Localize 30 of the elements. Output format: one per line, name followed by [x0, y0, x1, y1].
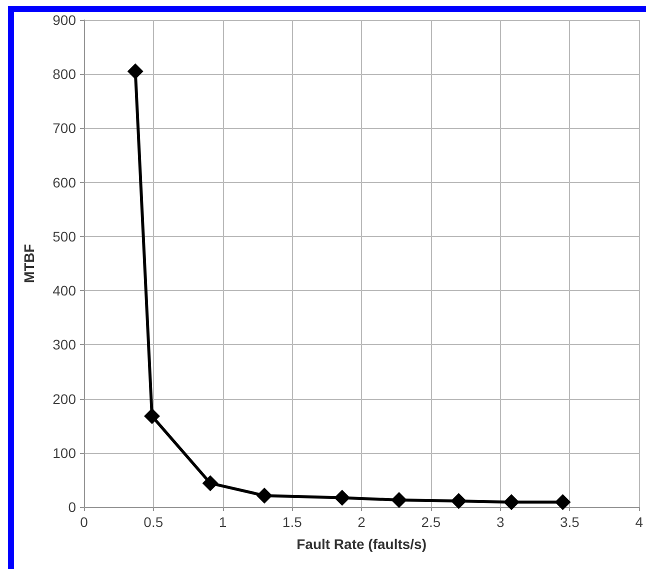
y-tick-label: 500: [52, 228, 76, 244]
y-axis-title: MTBF: [21, 244, 37, 283]
point: [391, 492, 408, 508]
point: [334, 490, 350, 506]
x-axis-title: Fault Rate (faults/s): [296, 536, 427, 552]
point: [144, 408, 160, 424]
point: [127, 63, 144, 80]
y-tick-label: 200: [52, 390, 76, 407]
x-tick-label: 1.5: [282, 514, 302, 530]
x-tick-label: 4: [635, 514, 644, 530]
x-tick-label: 1: [218, 514, 227, 530]
y-tick-label: 900: [52, 12, 76, 28]
y-tick-label: 0: [68, 499, 76, 515]
y-tick-label: 400: [52, 282, 76, 299]
x-tick-label: 2.5: [421, 514, 441, 530]
point: [503, 494, 520, 510]
y-tick-label: 100: [52, 444, 76, 461]
y-tick-label: 600: [52, 174, 76, 190]
x-tick-label: 3.5: [560, 514, 580, 530]
x-tick-label: 0: [80, 514, 88, 530]
y-tick-label: 700: [52, 120, 76, 136]
point: [554, 494, 571, 510]
point: [202, 475, 218, 492]
y-tick-label: 800: [52, 66, 76, 82]
x-tick-label: 2: [358, 514, 366, 530]
point: [450, 493, 467, 510]
x-tick-label: 3: [496, 514, 504, 530]
x-tick-label: 0.5: [144, 514, 164, 530]
point: [256, 488, 272, 504]
y-tick-label: 300: [52, 336, 76, 353]
